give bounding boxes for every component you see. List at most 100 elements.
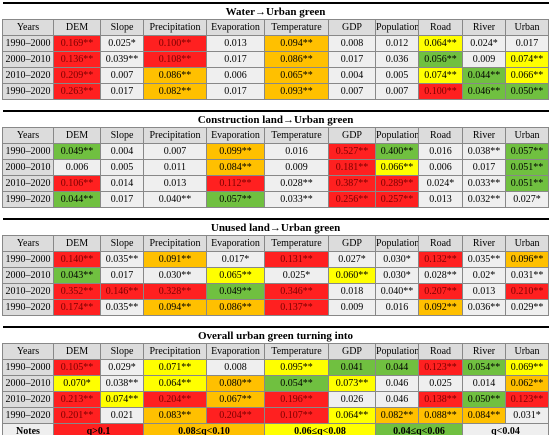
value-cell: 0.033**: [462, 175, 506, 192]
value-cell: 0.086**: [206, 299, 265, 316]
data-row: 2010–2020 0.209** 0.007 0.086** 0.006 0.065**…: [2, 67, 550, 84]
value-cell: 0.086**: [264, 51, 329, 68]
value-cell: 0.263**: [53, 83, 101, 100]
value-cell: 0.017: [462, 159, 506, 176]
legend-cell: 0.06≤q<0.08: [264, 423, 376, 435]
column-header: Evaporation: [206, 343, 265, 360]
value-cell: 0.017: [100, 83, 144, 100]
value-cell: 0.209**: [53, 67, 101, 84]
column-header: River: [462, 127, 506, 144]
year-cell: 1990–2020: [2, 299, 54, 316]
value-cell: 0.031*: [505, 407, 549, 424]
column-header: Years: [2, 19, 54, 36]
value-cell: 0.035**: [462, 251, 506, 268]
year-cell: 2000–2010: [2, 159, 54, 176]
value-cell: 0.092**: [418, 299, 463, 316]
value-cell: 0.011: [143, 159, 207, 176]
value-cell: 0.094**: [143, 299, 207, 316]
value-cell: 0.073**: [328, 375, 376, 392]
value-cell: 0.013: [418, 191, 463, 208]
year-cell: 2010–2020: [2, 283, 54, 300]
value-cell: 0.038**: [462, 143, 506, 160]
table-title: Unused land→Urban green: [2, 218, 549, 236]
column-header: Years: [2, 235, 54, 252]
value-cell: 0.210**: [504, 283, 550, 300]
value-cell: 0.007: [375, 83, 419, 100]
legend-cell: q>0.1: [53, 423, 144, 435]
value-cell: 0.107**: [264, 407, 329, 424]
value-cell: 0.017: [206, 51, 265, 68]
value-cell: 0.035**: [100, 299, 144, 316]
column-header: Population: [375, 235, 419, 252]
value-cell: 0.043**: [53, 267, 101, 284]
value-cell: 0.036**: [462, 299, 506, 316]
column-header: Road: [418, 343, 463, 360]
value-cell: 0.013: [143, 175, 207, 192]
value-cell: 0.025*: [100, 35, 144, 52]
data-row: 2010–2020 0.352** 0.146** 0.328** 0.049** 0.3…: [2, 283, 550, 300]
value-cell: 0.066**: [504, 67, 550, 84]
column-header: Evaporation: [206, 19, 265, 36]
value-cell: 0.080**: [206, 375, 265, 392]
column-header: DEM: [53, 127, 101, 144]
value-cell: 0.035**: [100, 251, 144, 268]
value-cell: 0.065**: [264, 67, 329, 84]
value-cell: 0.213**: [53, 391, 101, 408]
value-cell: 0.084**: [206, 159, 265, 176]
value-cell: 0.028**: [418, 267, 463, 284]
value-cell: 0.106**: [53, 175, 101, 192]
value-cell: 0.207**: [418, 283, 463, 300]
value-cell: 0.051**: [504, 175, 550, 192]
column-header: Urban: [504, 127, 550, 144]
value-cell: 0.039**: [100, 51, 144, 68]
value-cell: 0.071**: [143, 359, 207, 376]
value-cell: 0.044: [375, 359, 419, 376]
value-cell: 0.013: [462, 283, 506, 300]
column-header: Years: [2, 127, 54, 144]
value-cell: 0.054**: [264, 375, 329, 392]
value-cell: 0.146**: [100, 283, 144, 300]
title-row: Water→Urban green: [2, 2, 549, 20]
value-cell: 0.046: [375, 375, 419, 392]
table-title: Construction land→Urban green: [2, 110, 549, 128]
column-header: Precipitation: [143, 127, 207, 144]
value-cell: 0.387**: [328, 175, 376, 192]
year-cell: 1990–2000: [2, 143, 54, 160]
data-table: Unused land→Urban green Years DEM Slope Prec…: [2, 218, 550, 316]
value-cell: 0.082**: [143, 83, 207, 100]
value-cell: 0.084**: [462, 407, 506, 424]
year-cell: 2000–2010: [2, 375, 54, 392]
data-row: 1990–2000 0.105** 0.029* 0.071** 0.008 0.095*…: [2, 359, 549, 376]
column-header: Temperature: [264, 19, 329, 36]
data-row: 2000–2010 0.006 0.005 0.011 0.084** 0.009 0.18…: [2, 159, 550, 176]
value-cell: 0.099**: [206, 143, 265, 160]
header-row: Years DEM Slope Precipitation Evaporation Tem…: [2, 127, 550, 144]
value-cell: 0.005: [100, 159, 144, 176]
column-header: Years: [2, 343, 54, 360]
table-title: Water→Urban green: [2, 2, 549, 20]
value-cell: 0.046**: [462, 83, 506, 100]
value-cell: 0.105**: [53, 359, 101, 376]
title-row: Construction land→Urban green: [2, 110, 549, 128]
value-cell: 0.024*: [462, 35, 506, 52]
data-table: Water→Urban green Years DEM Slope Precipitat…: [2, 2, 550, 100]
value-cell: 0.289**: [375, 175, 419, 192]
year-cell: 1990–2020: [2, 191, 54, 208]
value-cell: 0.051**: [504, 159, 550, 176]
value-cell: 0.527**: [328, 143, 376, 160]
value-cell: 0.004: [100, 143, 144, 160]
header-row: Years DEM Slope Precipitation Evaporation Tem…: [2, 343, 549, 360]
value-cell: 0.016: [264, 143, 329, 160]
data-table: Construction land→Urban green Years DEM Slo…: [2, 110, 550, 208]
value-cell: 0.057**: [504, 143, 550, 160]
data-row: 2010–2020 0.213** 0.074** 0.204** 0.067** 0.1…: [2, 391, 549, 408]
value-cell: 0.204**: [143, 391, 207, 408]
value-cell: 0.082**: [375, 407, 419, 424]
column-header: GDP: [328, 19, 376, 36]
value-cell: 0.067**: [206, 391, 265, 408]
title-row: Overall urban green turning into: [2, 326, 549, 344]
year-cell: 2010–2020: [2, 67, 54, 84]
value-cell: 0.007: [328, 83, 376, 100]
value-cell: 0.017*: [206, 251, 265, 268]
